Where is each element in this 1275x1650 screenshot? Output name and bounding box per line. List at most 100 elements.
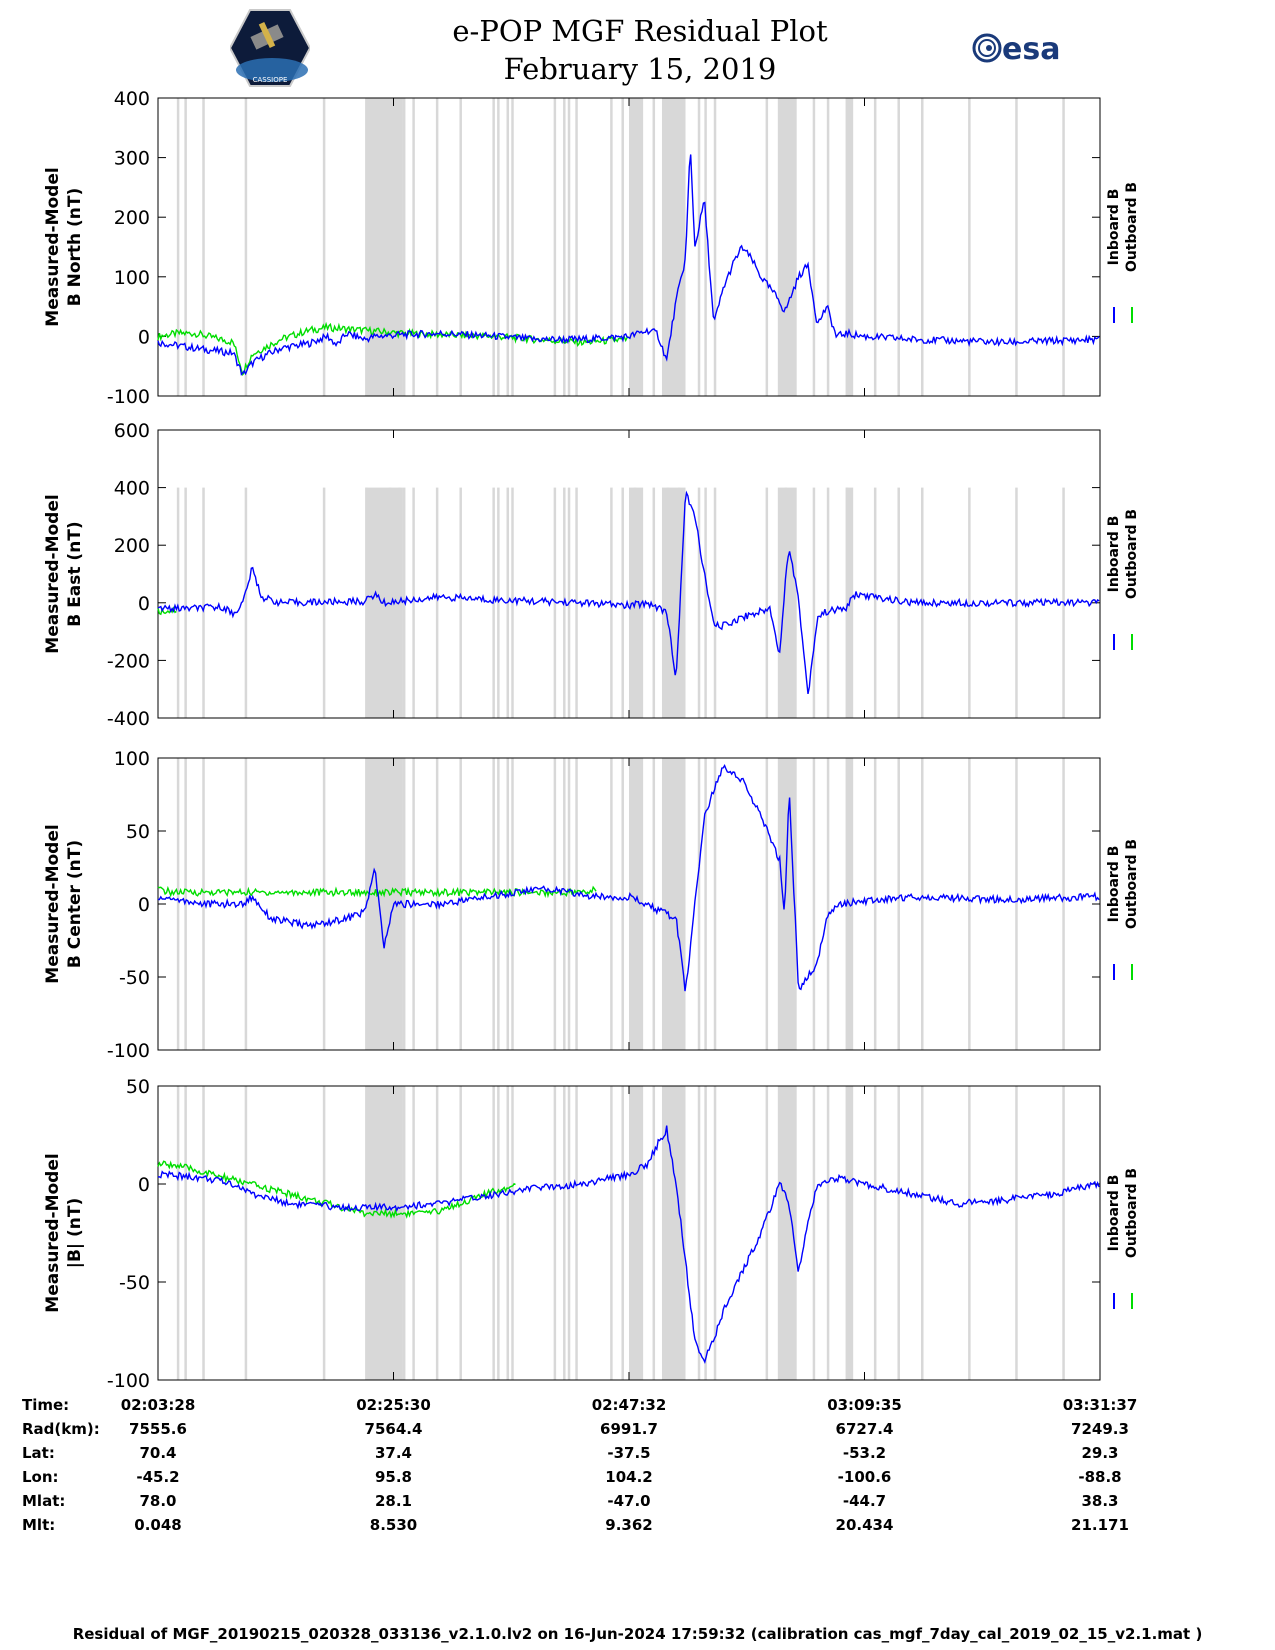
panel-4: -100 -50 0 50 Measured-Model |B| (nT) Inboard …: [43, 1076, 1140, 1392]
y-tick-label: -400: [107, 708, 150, 730]
legend: Inboard B Outboard B: [1106, 509, 1140, 650]
data-gap-band: [968, 487, 971, 718]
data-gap-band: [652, 98, 656, 396]
page-title: e-POP MGF Residual Plot: [452, 14, 828, 48]
data-gap-band: [968, 98, 971, 396]
y-tick-label: 50: [126, 1076, 150, 1098]
table-cell: 28.1: [374, 1492, 412, 1510]
data-gap-band: [812, 758, 816, 1050]
data-gap-band: [765, 1086, 769, 1380]
data-gap-band: [1062, 758, 1065, 1050]
data-gap-band: [553, 98, 557, 396]
data-gap-block: [661, 487, 686, 718]
legend-label: Outboard B: [1124, 839, 1140, 929]
data-gap-band: [567, 758, 571, 1050]
data-gap-band: [812, 98, 816, 396]
data-gap-band: [610, 1086, 613, 1380]
data-gap-band: [244, 98, 248, 396]
data-gap-band: [459, 98, 462, 396]
data-gap-band: [402, 758, 406, 1050]
data-gap-band: [704, 98, 707, 396]
data-gap-band: [402, 98, 406, 396]
data-gap-band: [497, 758, 500, 1050]
data-gap-band: [492, 758, 495, 1050]
y-axis-label: Measured-Model B North (nT): [43, 167, 85, 326]
data-gap-band: [713, 98, 717, 396]
data-gap-band: [897, 98, 900, 396]
table-row-label: Mlt:: [22, 1516, 56, 1534]
y-axis-label-line1: Measured-Model: [43, 824, 63, 983]
legend-label: Outboard B: [1124, 182, 1140, 272]
y-tick-label: 400: [114, 88, 150, 110]
y-tick-label: -100: [107, 1040, 150, 1062]
data-gap-band: [553, 487, 557, 718]
table-cell: 02:25:30: [356, 1396, 431, 1414]
data-gap-band: [713, 1086, 717, 1380]
table-cell: -47.0: [607, 1492, 651, 1510]
table-cell: 9.362: [605, 1516, 653, 1534]
y-axis-label-line2: B North (nT): [65, 188, 85, 307]
table-cell: 7249.3: [1071, 1420, 1129, 1438]
series-line-inboard-b: [157, 154, 1100, 376]
data-gap-band: [1015, 98, 1018, 396]
data-gap-block: [661, 98, 686, 396]
legend-label: Inboard B: [1106, 1175, 1122, 1252]
data-gap-band: [575, 98, 578, 396]
y-axis-label: Measured-Model |B| (nT): [43, 1153, 85, 1312]
data-gap-band: [412, 1086, 415, 1380]
data-gap-block: [661, 758, 686, 1050]
y-tick-label: 0: [138, 593, 150, 615]
data-gap-band: [968, 1086, 971, 1380]
data-gap-band: [575, 758, 578, 1050]
data-gap-block: [365, 1086, 403, 1380]
y-axis-label-line1: Measured-Model: [43, 494, 63, 653]
table-cell: 78.0: [139, 1492, 177, 1510]
data-gap-band: [202, 487, 205, 718]
data-gap-band: [176, 98, 180, 396]
data-gap-block: [777, 98, 797, 396]
data-gap-band: [704, 1086, 707, 1380]
data-gap-band: [652, 487, 656, 718]
data-gap-band: [968, 758, 971, 1050]
data-gap-band: [459, 487, 462, 718]
data-gap-band: [506, 1086, 510, 1380]
data-gap-band: [322, 1086, 326, 1380]
data-gap-band: [621, 758, 624, 1050]
data-gap-band: [713, 487, 717, 718]
data-gap-band: [1062, 1086, 1065, 1380]
data-gap-band: [765, 98, 769, 396]
data-gap-band: [1062, 98, 1065, 396]
data-gap-band: [697, 758, 701, 1050]
data-gap-band: [621, 1086, 624, 1380]
legend-label: Inboard B: [1106, 846, 1122, 923]
table-cell: 38.3: [1081, 1492, 1119, 1510]
data-gap-band: [511, 1086, 514, 1380]
data-gap-block: [629, 758, 644, 1050]
table-cell: -53.2: [842, 1444, 887, 1462]
data-gap-band: [506, 98, 510, 396]
table-cell: 03:31:37: [1062, 1396, 1138, 1414]
table-cell: 02:47:32: [591, 1396, 667, 1414]
y-axis-label: Measured-Model B Center (nT): [43, 824, 85, 983]
table-cell: 37.4: [374, 1444, 412, 1462]
table-cell: 21.171: [1071, 1516, 1129, 1534]
data-gap-band: [511, 758, 514, 1050]
y-tick-label: -100: [107, 1370, 150, 1392]
table-cell: 20.434: [835, 1516, 894, 1534]
data-gap-band: [176, 758, 180, 1050]
table-row-label: Lon:: [22, 1468, 59, 1486]
legend-label: Inboard B: [1106, 516, 1122, 593]
data-gap-band: [412, 98, 415, 396]
data-gap-band: [704, 487, 707, 718]
data-gap-band: [567, 1086, 571, 1380]
data-gap-band: [202, 1086, 205, 1380]
y-tick-label: 200: [114, 207, 150, 229]
data-gap-band: [435, 487, 439, 718]
y-tick-label: 400: [114, 478, 150, 500]
data-gap-band: [873, 1086, 877, 1380]
data-gap-band: [184, 487, 187, 718]
data-gap-band: [176, 1086, 180, 1380]
data-gap-band: [563, 758, 566, 1050]
y-tick-label: 50: [126, 821, 150, 843]
data-gap-band: [873, 487, 877, 718]
